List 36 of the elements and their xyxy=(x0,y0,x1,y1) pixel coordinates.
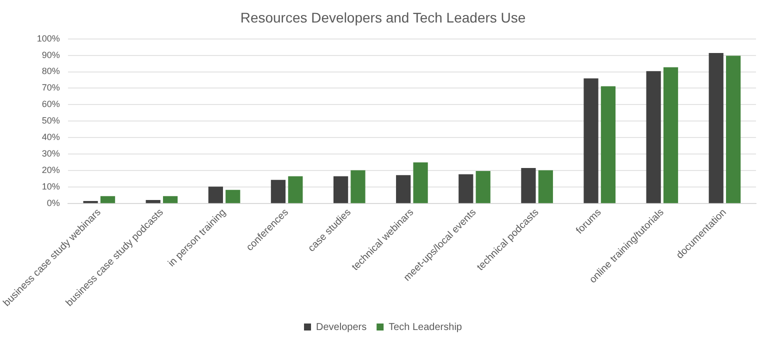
bar xyxy=(458,174,474,204)
y-tick-label: 90% xyxy=(42,50,60,60)
bar xyxy=(146,200,160,204)
bar xyxy=(584,78,598,204)
bar xyxy=(646,71,661,204)
bar xyxy=(350,170,366,204)
bar xyxy=(726,56,741,204)
legend-label: Developers xyxy=(316,322,367,333)
y-tick-label: 50% xyxy=(42,116,60,126)
legend-label: Tech Leadership xyxy=(388,322,462,333)
bar xyxy=(600,86,616,204)
bar xyxy=(333,176,348,204)
bar xyxy=(413,162,428,204)
y-tick-label: 30% xyxy=(42,148,60,159)
y-tick-label: 0% xyxy=(46,198,60,208)
bar xyxy=(208,186,223,204)
y-tick-label: 20% xyxy=(42,165,60,176)
bar xyxy=(100,196,116,204)
bar xyxy=(663,67,678,204)
bar xyxy=(538,170,553,204)
bar xyxy=(163,196,178,204)
chart-title: Resources Developers and Tech Leaders Use xyxy=(240,9,526,26)
bar xyxy=(270,180,286,204)
bar xyxy=(708,52,724,204)
bar xyxy=(83,200,98,204)
bar xyxy=(288,176,303,204)
bar xyxy=(226,190,240,204)
bar xyxy=(396,175,411,204)
y-tick-label: 60% xyxy=(42,99,60,110)
bar xyxy=(476,170,490,204)
y-tick-label: 100% xyxy=(36,33,60,44)
bar xyxy=(521,168,536,204)
y-tick-label: 80% xyxy=(42,66,60,76)
y-tick-label: 70% xyxy=(42,82,60,93)
y-tick-label: 40% xyxy=(42,132,60,142)
y-tick-label: 10% xyxy=(42,182,60,192)
